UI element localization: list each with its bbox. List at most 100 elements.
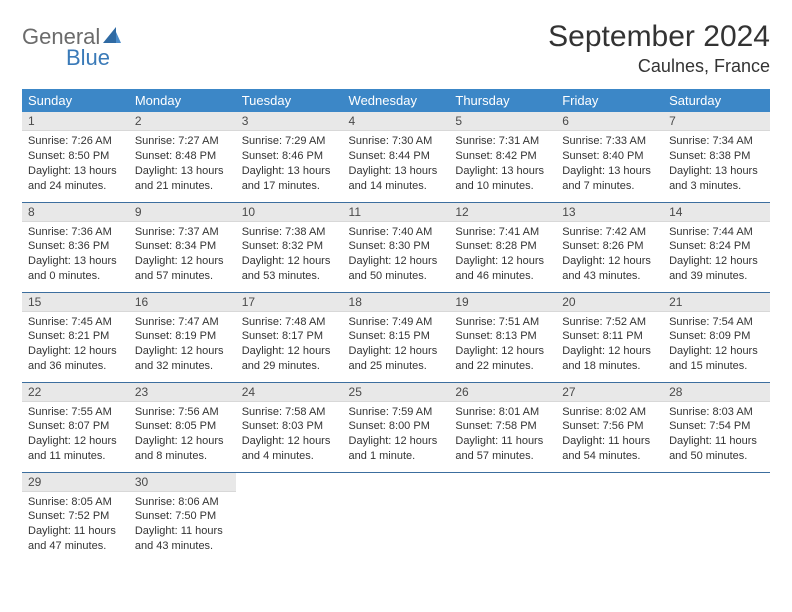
location-text: Caulnes, France: [548, 56, 770, 77]
sunset-text: Sunset: 8:00 PM: [349, 419, 444, 434]
weekday-header: Monday: [129, 89, 236, 112]
sunset-text: Sunset: 8:38 PM: [669, 149, 764, 164]
daylight-text-2: and 32 minutes.: [135, 359, 230, 374]
daylight-text-1: Daylight: 12 hours: [349, 344, 444, 359]
calendar-cell: 26Sunrise: 8:01 AMSunset: 7:58 PMDayligh…: [449, 382, 556, 472]
sunrise-text: Sunrise: 7:33 AM: [562, 134, 657, 149]
calendar-cell: 21Sunrise: 7:54 AMSunset: 8:09 PMDayligh…: [663, 292, 770, 382]
page-header: General Blue September 2024 Caulnes, Fra…: [22, 20, 770, 77]
daylight-text-2: and 25 minutes.: [349, 359, 444, 374]
sunrise-text: Sunrise: 7:44 AM: [669, 225, 764, 240]
day-details: Sunrise: 7:29 AMSunset: 8:46 PMDaylight:…: [236, 131, 343, 197]
day-details: Sunrise: 7:54 AMSunset: 8:09 PMDaylight:…: [663, 312, 770, 378]
day-number: 7: [663, 112, 770, 131]
daylight-text-2: and 3 minutes.: [669, 179, 764, 194]
day-number: 28: [663, 383, 770, 402]
sunrise-text: Sunrise: 7:56 AM: [135, 405, 230, 420]
daylight-text-2: and 11 minutes.: [28, 449, 123, 464]
day-number: 5: [449, 112, 556, 131]
day-details: Sunrise: 7:36 AMSunset: 8:36 PMDaylight:…: [22, 222, 129, 288]
sunset-text: Sunset: 7:58 PM: [455, 419, 550, 434]
calendar-cell: 22Sunrise: 7:55 AMSunset: 8:07 PMDayligh…: [22, 382, 129, 472]
day-details: Sunrise: 8:03 AMSunset: 7:54 PMDaylight:…: [663, 402, 770, 468]
daylight-text-2: and 24 minutes.: [28, 179, 123, 194]
calendar-cell: [343, 472, 450, 562]
day-details: Sunrise: 7:30 AMSunset: 8:44 PMDaylight:…: [343, 131, 450, 197]
weekday-header: Friday: [556, 89, 663, 112]
sunset-text: Sunset: 8:42 PM: [455, 149, 550, 164]
daylight-text-1: Daylight: 12 hours: [669, 344, 764, 359]
day-details: Sunrise: 7:52 AMSunset: 8:11 PMDaylight:…: [556, 312, 663, 378]
daylight-text-2: and 53 minutes.: [242, 269, 337, 284]
calendar-cell: 5Sunrise: 7:31 AMSunset: 8:42 PMDaylight…: [449, 112, 556, 202]
day-number: 11: [343, 203, 450, 222]
daylight-text-1: Daylight: 11 hours: [28, 524, 123, 539]
sunrise-text: Sunrise: 7:30 AM: [349, 134, 444, 149]
daylight-text-2: and 1 minute.: [349, 449, 444, 464]
day-number: 18: [343, 293, 450, 312]
day-number: 1: [22, 112, 129, 131]
day-details: Sunrise: 7:33 AMSunset: 8:40 PMDaylight:…: [556, 131, 663, 197]
sunrise-text: Sunrise: 7:31 AM: [455, 134, 550, 149]
daylight-text-2: and 15 minutes.: [669, 359, 764, 374]
brand-logo: General Blue: [22, 20, 122, 69]
day-details: Sunrise: 7:27 AMSunset: 8:48 PMDaylight:…: [129, 131, 236, 197]
calendar-cell: [236, 472, 343, 562]
day-number: 4: [343, 112, 450, 131]
daylight-text-1: Daylight: 13 hours: [28, 254, 123, 269]
calendar-page: General Blue September 2024 Caulnes, Fra…: [0, 0, 792, 582]
day-details: Sunrise: 7:59 AMSunset: 8:00 PMDaylight:…: [343, 402, 450, 468]
daylight-text-2: and 29 minutes.: [242, 359, 337, 374]
daylight-text-1: Daylight: 11 hours: [669, 434, 764, 449]
sunrise-text: Sunrise: 7:38 AM: [242, 225, 337, 240]
day-details: Sunrise: 8:01 AMSunset: 7:58 PMDaylight:…: [449, 402, 556, 468]
sunrise-text: Sunrise: 7:48 AM: [242, 315, 337, 330]
calendar-cell: 6Sunrise: 7:33 AMSunset: 8:40 PMDaylight…: [556, 112, 663, 202]
daylight-text-1: Daylight: 12 hours: [349, 434, 444, 449]
calendar-row: 29Sunrise: 8:05 AMSunset: 7:52 PMDayligh…: [22, 472, 770, 562]
sunrise-text: Sunrise: 7:34 AM: [669, 134, 764, 149]
weekday-header: Thursday: [449, 89, 556, 112]
title-block: September 2024 Caulnes, France: [548, 20, 770, 77]
day-number: 20: [556, 293, 663, 312]
day-number: 30: [129, 473, 236, 492]
sunrise-text: Sunrise: 7:37 AM: [135, 225, 230, 240]
calendar-cell: 1Sunrise: 7:26 AMSunset: 8:50 PMDaylight…: [22, 112, 129, 202]
calendar-cell: 11Sunrise: 7:40 AMSunset: 8:30 PMDayligh…: [343, 202, 450, 292]
day-number: 29: [22, 473, 129, 492]
sunrise-text: Sunrise: 7:55 AM: [28, 405, 123, 420]
day-number: 3: [236, 112, 343, 131]
calendar-cell: 25Sunrise: 7:59 AMSunset: 8:00 PMDayligh…: [343, 382, 450, 472]
daylight-text-1: Daylight: 12 hours: [562, 254, 657, 269]
day-number: 22: [22, 383, 129, 402]
day-details: Sunrise: 7:55 AMSunset: 8:07 PMDaylight:…: [22, 402, 129, 468]
sunset-text: Sunset: 8:17 PM: [242, 329, 337, 344]
day-number: 21: [663, 293, 770, 312]
day-number: 9: [129, 203, 236, 222]
sunset-text: Sunset: 8:03 PM: [242, 419, 337, 434]
day-number: 16: [129, 293, 236, 312]
weekday-header: Tuesday: [236, 89, 343, 112]
calendar-cell: 27Sunrise: 8:02 AMSunset: 7:56 PMDayligh…: [556, 382, 663, 472]
calendar-cell: [449, 472, 556, 562]
calendar-cell: 30Sunrise: 8:06 AMSunset: 7:50 PMDayligh…: [129, 472, 236, 562]
day-details: Sunrise: 7:26 AMSunset: 8:50 PMDaylight:…: [22, 131, 129, 197]
calendar-row: 15Sunrise: 7:45 AMSunset: 8:21 PMDayligh…: [22, 292, 770, 382]
day-number: 24: [236, 383, 343, 402]
calendar-cell: 2Sunrise: 7:27 AMSunset: 8:48 PMDaylight…: [129, 112, 236, 202]
sunset-text: Sunset: 7:56 PM: [562, 419, 657, 434]
daylight-text-2: and 43 minutes.: [135, 539, 230, 554]
calendar-row: 8Sunrise: 7:36 AMSunset: 8:36 PMDaylight…: [22, 202, 770, 292]
daylight-text-1: Daylight: 12 hours: [135, 254, 230, 269]
daylight-text-2: and 22 minutes.: [455, 359, 550, 374]
day-details: Sunrise: 7:38 AMSunset: 8:32 PMDaylight:…: [236, 222, 343, 288]
logo-sail-icon: [102, 26, 122, 44]
daylight-text-2: and 54 minutes.: [562, 449, 657, 464]
daylight-text-2: and 39 minutes.: [669, 269, 764, 284]
sunrise-text: Sunrise: 7:49 AM: [349, 315, 444, 330]
calendar-cell: 20Sunrise: 7:52 AMSunset: 8:11 PMDayligh…: [556, 292, 663, 382]
day-details: Sunrise: 7:58 AMSunset: 8:03 PMDaylight:…: [236, 402, 343, 468]
sunrise-text: Sunrise: 8:03 AM: [669, 405, 764, 420]
day-number: 14: [663, 203, 770, 222]
day-details: Sunrise: 7:40 AMSunset: 8:30 PMDaylight:…: [343, 222, 450, 288]
